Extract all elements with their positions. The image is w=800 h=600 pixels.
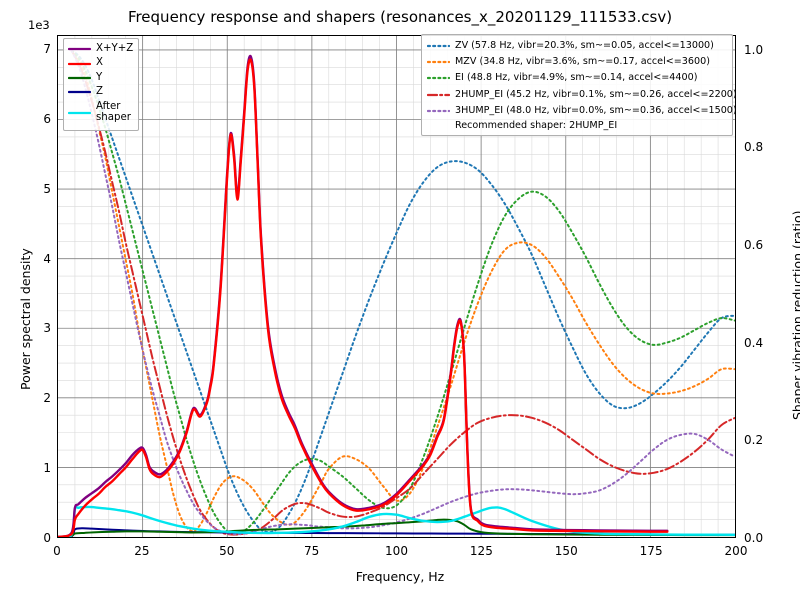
y-tick-label-right: 0.4 — [744, 335, 764, 350]
y-tick-label-right: 0.2 — [744, 433, 764, 448]
legend-item-label: X — [96, 57, 103, 69]
legend-item-label: 3HUMP_EI (48.0 Hz, vibr=0.0%, sm~=0.36, … — [455, 104, 737, 116]
x-tick-label: 175 — [639, 544, 663, 558]
x-axis-ticks: 0 25 50 75 100 125 150 175 200 — [53, 538, 747, 564]
y-axis-left-ticks: 0 1 2 3 4 5 6 7 — [8, 35, 51, 545]
legend-item-after-shaper[interactable]: After shaper — [68, 100, 134, 126]
psd-curve-Y — [58, 518, 735, 537]
y-tick-label: 4 — [43, 251, 51, 266]
legend-item-x-y-z[interactable]: X+Y+Z — [68, 42, 134, 56]
data-curves — [58, 49, 735, 537]
y-axis-label-left: Power spectral density — [18, 248, 33, 390]
legend-color-swatch-icon — [427, 56, 450, 68]
legend-item-shaper-ei[interactable]: EI (48.8 Hz, vibr=4.9%, sm~=0.14, accel<… — [427, 70, 727, 86]
page-title: Frequency response and shapers (resonanc… — [127, 8, 673, 26]
legend-item-label: EI (48.8 Hz, vibr=4.9%, sm~=0.14, accel<… — [455, 72, 698, 84]
legend-color-swatch-icon — [68, 58, 91, 70]
x-tick-label: 125 — [469, 544, 493, 558]
legend-item-z[interactable]: Z — [68, 85, 134, 99]
legend-color-swatch-icon — [68, 86, 91, 98]
y-tick-label-right: 1.0 — [744, 42, 764, 57]
shaper-curve-ZV — [70, 49, 735, 534]
psd-curve-X — [58, 58, 669, 537]
y-axis-exponent: 1e3 — [28, 18, 50, 32]
y-tick-label: 5 — [43, 181, 51, 196]
y-tick-label-right: 0.6 — [744, 237, 764, 252]
legend-color-swatch-icon — [68, 107, 91, 119]
y-axis-right-ticks: 0.0 0.2 0.4 0.6 0.8 1.0 — [744, 35, 788, 545]
legend-color-swatch-icon — [68, 43, 91, 55]
y-tick-label: 7 — [43, 41, 51, 56]
shaper-curve-2HUMP_EI — [70, 49, 735, 536]
y-tick-label: 3 — [43, 321, 51, 336]
y-tick-label: 6 — [43, 111, 51, 126]
y-tick-label: 1 — [43, 461, 51, 476]
legend-item-label: X+Y+Z — [96, 42, 134, 54]
legend-shapers[interactable]: ZV (57.8 Hz, vibr=20.3%, sm~=0.05, accel… — [421, 34, 737, 136]
x-tick-label: 25 — [134, 544, 150, 558]
shaper-curve-EI — [70, 49, 735, 536]
shaper-curve-3HUMP_EI — [70, 49, 735, 536]
legend-item-y[interactable]: Y — [68, 71, 134, 85]
legend-item-label: MZV (34.8 Hz, vibr=3.6%, sm~=0.17, accel… — [455, 56, 710, 68]
legend-color-swatch-icon — [427, 40, 450, 52]
legend-color-swatch-icon — [427, 89, 450, 101]
x-tick-label: 0 — [53, 544, 61, 558]
legend-item-shaper-2hump_ei[interactable]: 2HUMP_EI (45.2 Hz, vibr=0.1%, sm~=0.26, … — [427, 87, 737, 103]
legend-color-swatch-icon — [68, 72, 91, 84]
psd-curve-After-shaper — [58, 505, 735, 537]
legend-item-x[interactable]: X — [68, 56, 134, 70]
y-axis-label-right: Shaper vibration reduction (ratio) — [790, 210, 800, 420]
legend-psd[interactable]: X+Y+Z X Y Z After shaper — [63, 38, 139, 131]
x-tick-label: 50 — [219, 544, 235, 558]
y-tick-label-right: 0.8 — [744, 140, 764, 155]
legend-item-label: Z — [96, 85, 103, 97]
recommended-shaper-note: Recommended shaper: 2HUMP_EI — [455, 119, 618, 131]
legend-color-swatch-icon — [427, 105, 450, 117]
legend-item-label: 2HUMP_EI (45.2 Hz, vibr=0.1%, sm~=0.26, … — [455, 88, 737, 100]
x-tick-label: 100 — [385, 544, 408, 558]
legend-item-label: After shaper — [96, 101, 131, 123]
y-tick-label-right: 0.0 — [744, 531, 764, 545]
x-tick-label: 150 — [554, 544, 578, 558]
x-axis-label: Frequency, Hz — [355, 569, 445, 584]
legend-item-shaper-3hump_ei[interactable]: 3HUMP_EI (48.0 Hz, vibr=0.0%, sm~=0.36, … — [427, 103, 737, 119]
legend-item-label: ZV (57.8 Hz, vibr=20.3%, sm~=0.05, accel… — [455, 40, 714, 52]
legend-color-swatch-icon — [427, 72, 450, 84]
y-tick-label: 2 — [43, 391, 51, 406]
x-tick-label: 75 — [303, 544, 320, 558]
legend-item-label: Y — [96, 71, 103, 83]
x-tick-label: 200 — [724, 544, 748, 558]
legend-item-shaper-mzv[interactable]: MZV (34.8 Hz, vibr=3.6%, sm~=0.17, accel… — [427, 54, 727, 70]
y-tick-label: 0 — [43, 531, 51, 545]
legend-item-shaper-zv[interactable]: ZV (57.8 Hz, vibr=20.3%, sm~=0.05, accel… — [427, 38, 727, 54]
shaper-curve-MZV — [70, 49, 735, 533]
